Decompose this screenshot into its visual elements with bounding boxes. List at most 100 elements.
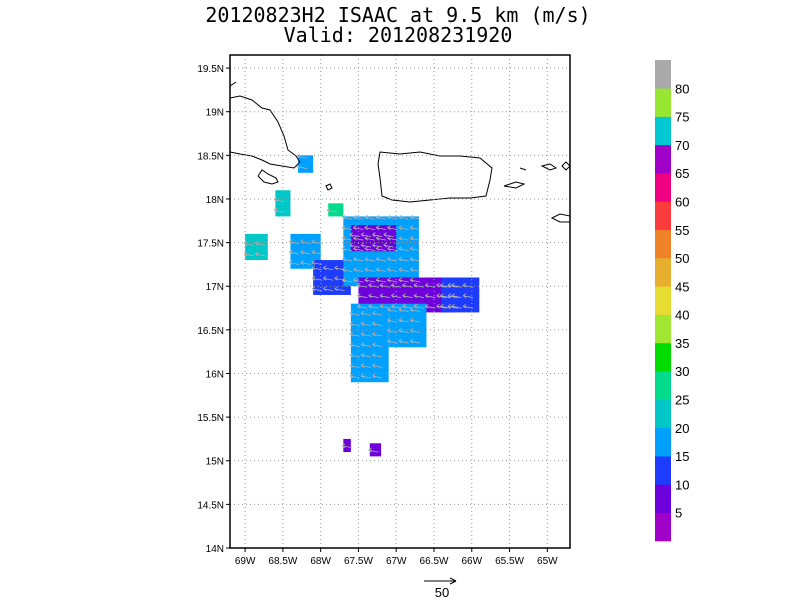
wind-vector-arrow xyxy=(353,277,364,283)
wind-field-cell xyxy=(245,233,268,261)
puerto-rico-coastline xyxy=(377,151,493,203)
lon-tick-label: 68.5W xyxy=(268,556,297,567)
lat-tick-label: 14N xyxy=(206,544,224,555)
wind-vector-arrow xyxy=(360,363,372,368)
wind-vector-arrow xyxy=(323,265,334,271)
lon-tick-label: 67.5W xyxy=(344,556,373,567)
wind-vector-arrow xyxy=(402,293,413,299)
colorbar-swatch xyxy=(655,314,671,344)
wind-vector-arrow xyxy=(364,256,375,262)
colorbar-label: 50 xyxy=(675,251,689,266)
wind-field-cell xyxy=(298,155,314,173)
wind-vector-arrow xyxy=(398,307,409,313)
wind-vector-arrow xyxy=(462,293,474,299)
wind-vector-arrow xyxy=(375,256,387,262)
wind-vector-arrow xyxy=(440,282,451,288)
virgin-islands-coastline xyxy=(519,161,571,171)
vieques-coastline xyxy=(503,181,526,189)
wind-vector-arrow xyxy=(360,373,372,379)
colorbar-label: 75 xyxy=(675,110,689,125)
wind-vector-arrow xyxy=(349,232,360,238)
wind-vector-arrow xyxy=(368,447,379,453)
reference-vector: 50 xyxy=(424,577,457,600)
colorbar-label: 55 xyxy=(675,223,689,238)
wind-vector-arrow xyxy=(375,246,387,251)
wind-vector-arrow xyxy=(341,267,353,272)
wind-vector-arrow xyxy=(387,214,398,220)
colorbar: 5 10 15 20 25 30 35 40 45 50 55 60 65 70 75 80 xyxy=(655,60,689,542)
wind-vector-arrow xyxy=(364,246,375,251)
wind-vector-arrow xyxy=(341,235,353,241)
wind-vector-arrow xyxy=(425,293,436,299)
wind-vector-arrow xyxy=(368,303,379,309)
wind-vector-arrow xyxy=(323,275,334,281)
wind-vector-arrow xyxy=(375,225,387,231)
wind-vector-arrow xyxy=(326,207,338,213)
wind-field-cell xyxy=(350,303,389,383)
hispaniola-coastline xyxy=(229,81,301,169)
wind-vector-arrow xyxy=(364,214,375,220)
wind-vector-arrow xyxy=(311,265,322,271)
wind-vector-arrow xyxy=(387,246,398,251)
wind-vector-arrow xyxy=(364,267,375,272)
wind-field-cell xyxy=(328,203,344,217)
wind-vector-arrow xyxy=(409,338,421,344)
wind-vector-arrow xyxy=(372,352,383,358)
hispaniola-south-coast xyxy=(257,169,279,185)
lat-tick-label: 15.5N xyxy=(197,413,224,424)
wind-vector-arrow xyxy=(364,235,375,241)
colorbar-swatch xyxy=(655,512,671,542)
wind-vector-arrow xyxy=(360,352,372,358)
wind-vector-arrow xyxy=(323,286,334,292)
wind-vector-arrow xyxy=(349,321,360,327)
wind-vector-arrow xyxy=(440,303,451,309)
lat-tick-label: 19.5N xyxy=(197,64,224,75)
wind-vector-arrow xyxy=(398,277,409,283)
wind-vector-arrow xyxy=(379,293,390,299)
wind-vector-arrow xyxy=(409,214,421,220)
colorbar-swatch xyxy=(655,173,671,202)
wind-vector-arrow xyxy=(387,338,398,344)
colorbar-swatch xyxy=(655,286,671,315)
wind-vector-arrow xyxy=(311,286,322,292)
wind-vector-arrow xyxy=(413,293,424,299)
lat-tick-label: 14.5N xyxy=(197,500,224,511)
wind-vector-arrow xyxy=(311,249,322,255)
lon-tick-label: 65.5W xyxy=(495,556,524,567)
colorbar-swatch xyxy=(655,456,671,485)
colorbar-label: 20 xyxy=(675,421,689,436)
lon-tick-label: 66W xyxy=(461,556,482,567)
wind-vector-arrow xyxy=(341,443,353,449)
colorbar-swatch xyxy=(655,201,671,231)
colorbar-swatch xyxy=(655,116,671,146)
colorbar-label: 25 xyxy=(675,393,689,408)
wind-vector-arrow xyxy=(391,293,402,299)
lon-tick-label: 69W xyxy=(235,556,256,567)
wind-vector-arrow xyxy=(451,293,462,299)
wind-vectors xyxy=(243,153,474,453)
colorbar-label: 45 xyxy=(675,279,689,294)
wind-vector-arrow xyxy=(372,310,383,316)
colorbar-swatch xyxy=(655,88,671,117)
colorbar-swatch xyxy=(655,484,671,514)
wind-vector-arrow xyxy=(341,225,353,231)
lat-tick-label: 18.5N xyxy=(197,151,224,162)
graticule xyxy=(230,55,570,548)
wind-vector-arrow xyxy=(341,246,353,251)
wind-vector-arrow xyxy=(334,286,345,292)
wind-vector-arrow xyxy=(296,164,307,169)
wind-speed-field xyxy=(245,155,480,457)
mona-island xyxy=(325,183,333,191)
wind-vector-arrow xyxy=(349,242,360,248)
wind-field-cell xyxy=(343,438,351,453)
wind-vector-arrow xyxy=(383,232,394,238)
wind-vector-arrow xyxy=(372,242,383,248)
wind-vector-arrow xyxy=(391,282,402,288)
lat-tick-label: 18N xyxy=(206,195,224,206)
wind-field-cell xyxy=(388,303,427,348)
wind-vector-arrow xyxy=(300,249,311,255)
wind-vector-arrow xyxy=(409,317,421,323)
colorbar-swatch xyxy=(655,229,671,259)
wind-vector-arrow xyxy=(360,232,372,238)
